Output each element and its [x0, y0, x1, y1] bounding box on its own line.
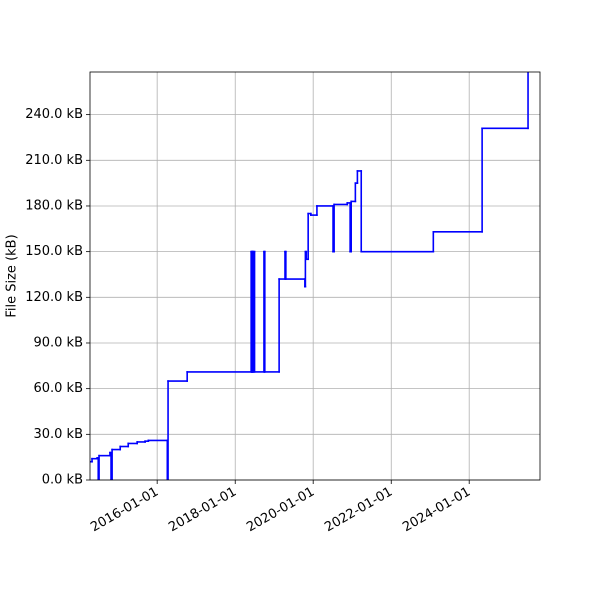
y-tick-label: 30.0 kB [33, 427, 83, 442]
y-tick-label: 210.0 kB [25, 153, 83, 168]
plot-frame [89, 71, 541, 481]
x-tick-label: 2016-01-01 [88, 484, 161, 535]
y-axis-label: File Size (kB) [5, 234, 20, 317]
x-tick-label: 2024-01-01 [400, 484, 473, 535]
x-tick-label: 2022-01-01 [322, 484, 395, 535]
y-tick-label: 180.0 kB [25, 198, 83, 213]
x-tick-label: 2020-01-01 [244, 484, 317, 535]
x-tick-label: 2018-01-01 [166, 484, 239, 535]
y-tick-label: 60.0 kB [33, 381, 83, 396]
y-tick-label: 90.0 kB [33, 335, 83, 350]
y-tick-label: 240.0 kB [25, 107, 83, 122]
y-tick-label: 150.0 kB [25, 244, 83, 259]
y-tick-label: 0.0 kB [42, 473, 83, 488]
y-tick-label: 120.0 kB [25, 290, 83, 305]
